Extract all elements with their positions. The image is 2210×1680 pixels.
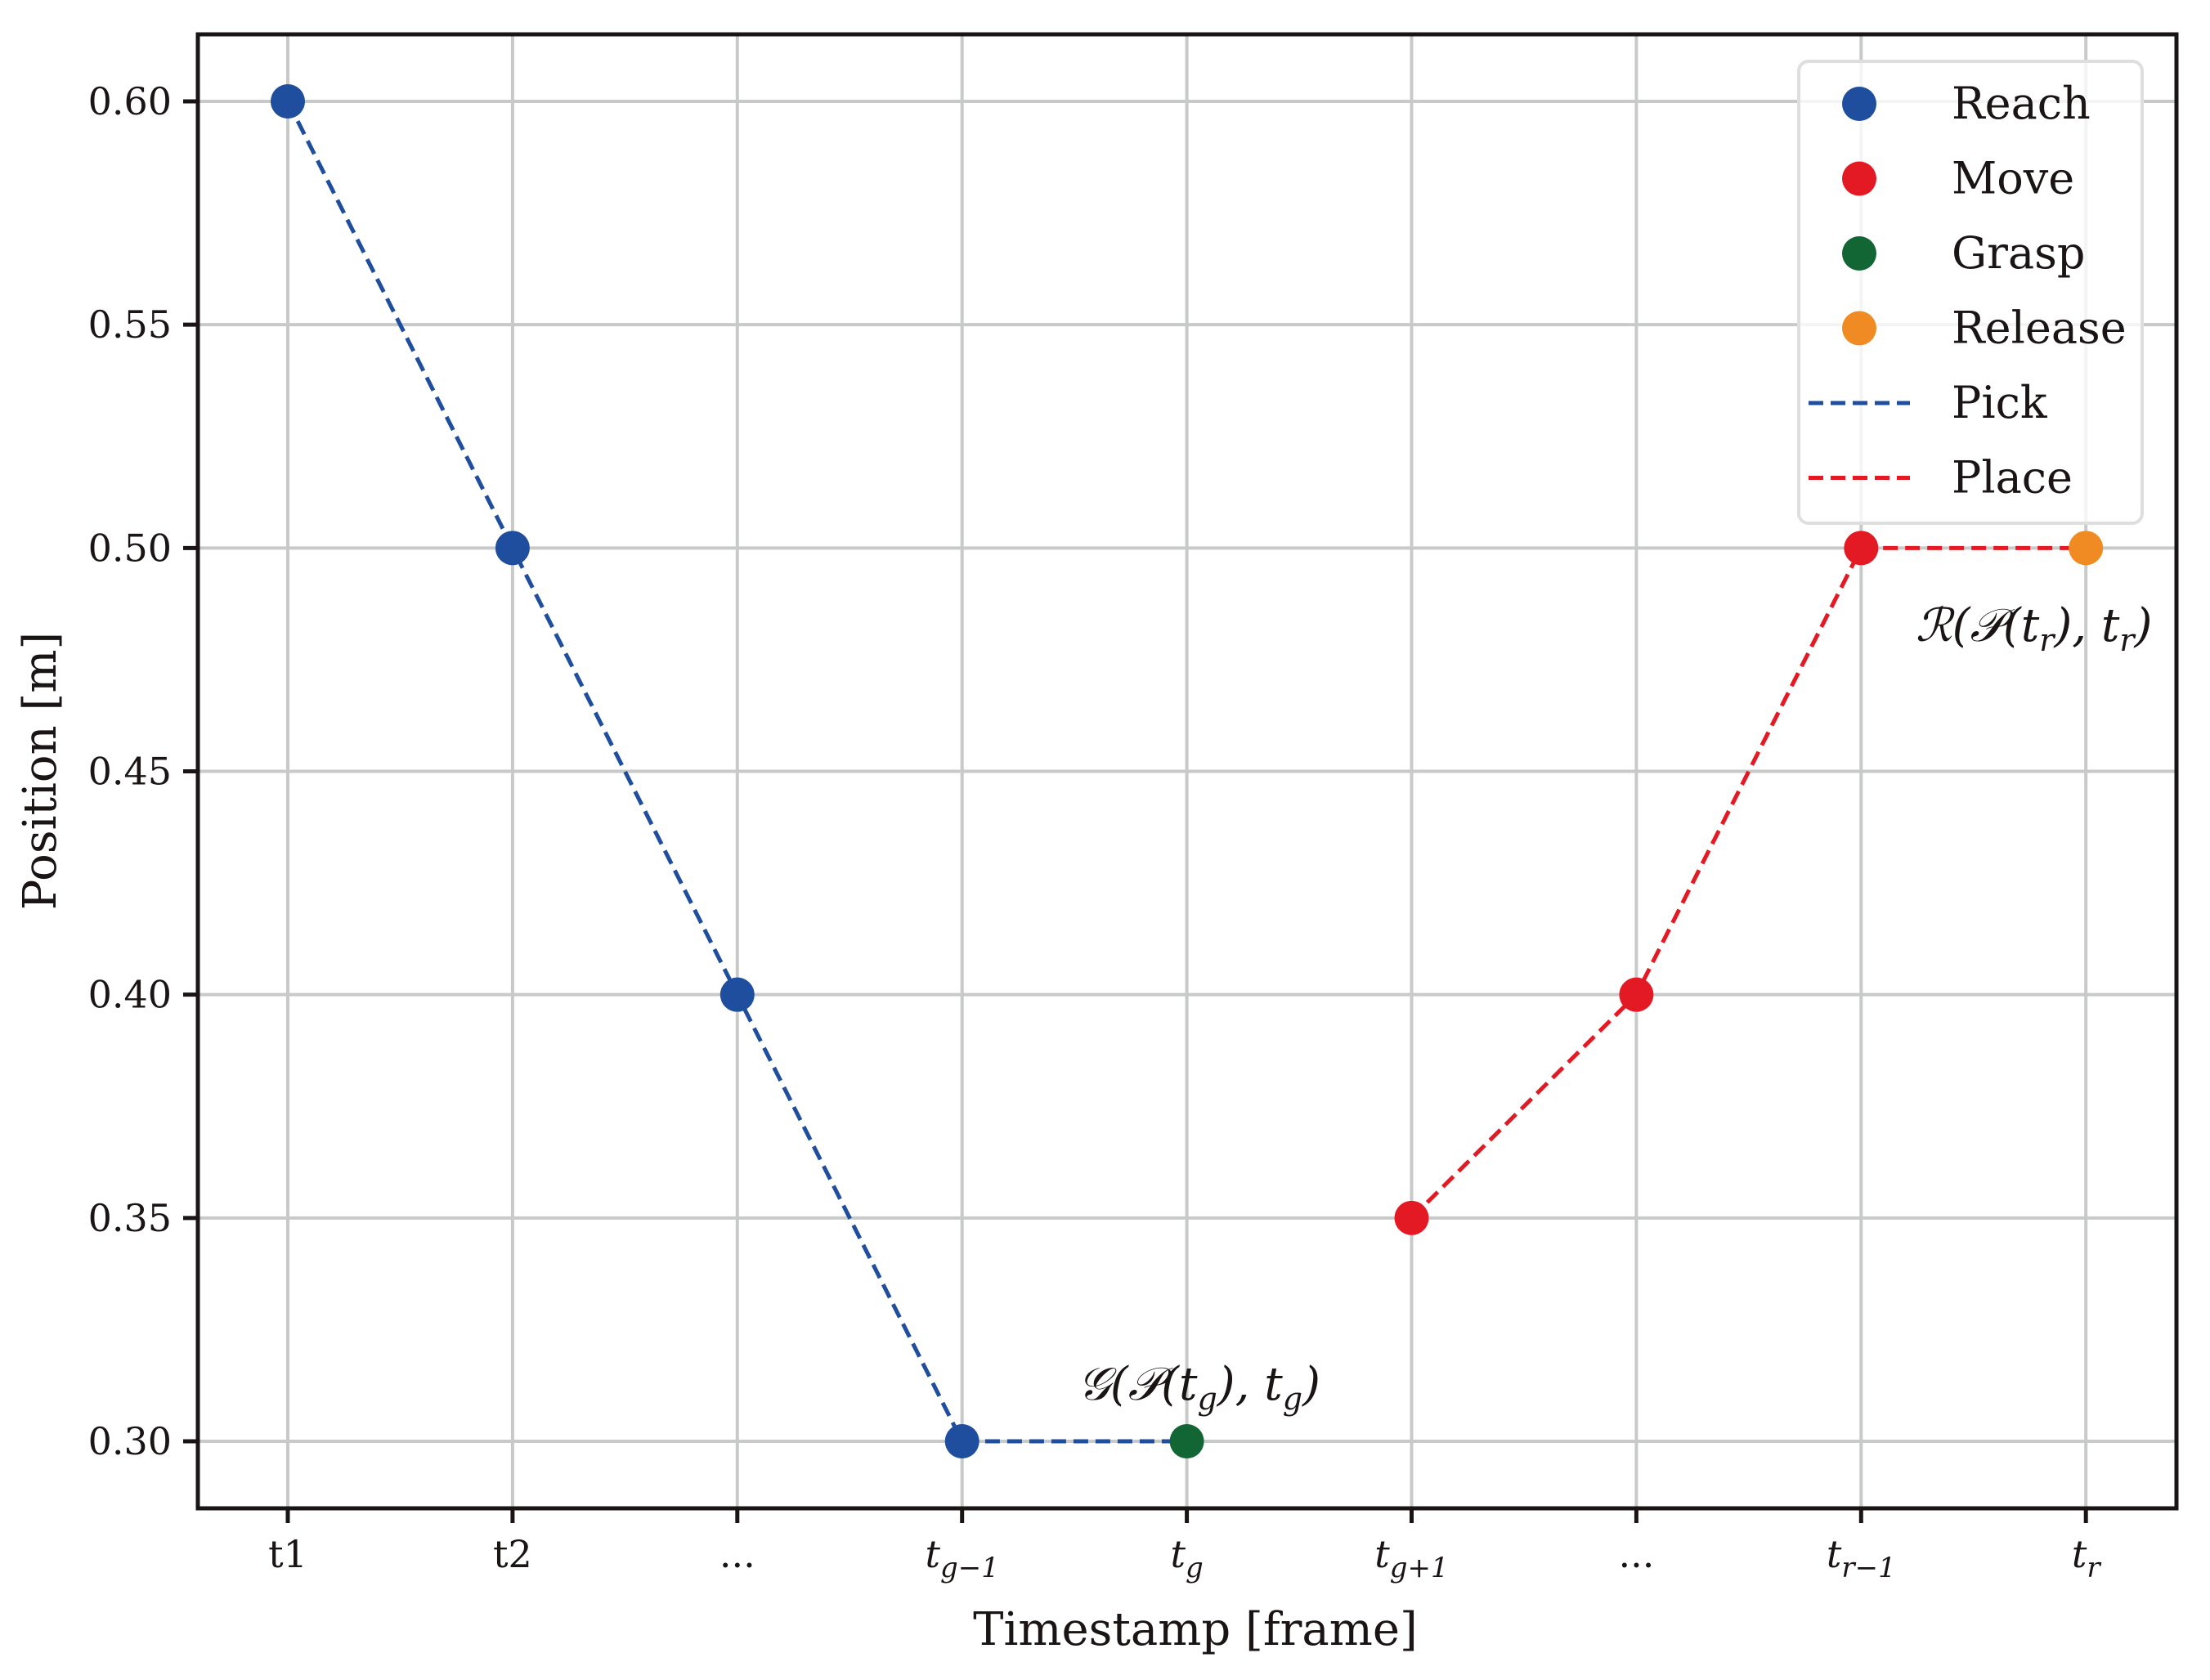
x-tick-label: tr−1 xyxy=(1827,1532,1896,1584)
annotations: 𝒢(𝒫(tg), tg) ℛ(𝒫(tr), tr) xyxy=(1078,599,2152,1417)
x-tick-label: t2 xyxy=(493,1532,532,1576)
y-tick-label: 0.50 xyxy=(88,526,172,570)
marker-reach xyxy=(495,531,530,566)
marker-move xyxy=(1619,977,1654,1012)
legend-label-reach: Reach xyxy=(1952,78,2091,129)
legend-label-move: Move xyxy=(1952,153,2074,204)
grid-lines xyxy=(198,34,2176,1508)
y-tick-label: 0.55 xyxy=(88,302,172,347)
legend-label-pick: Pick xyxy=(1952,377,2048,428)
legend-marker-reach xyxy=(1842,87,1876,121)
x-tick-label: ... xyxy=(719,1532,755,1576)
x-tick-label: ... xyxy=(1618,1532,1654,1576)
x-tick-label: t1 xyxy=(268,1532,307,1576)
marker-reach xyxy=(719,977,755,1012)
marker-move xyxy=(1844,531,1879,566)
annotation-label: 𝒢(𝒫(tg), tg) xyxy=(1078,1358,1320,1417)
legend: Reach Move Grasp Release Pick Place xyxy=(1797,60,2144,525)
x-axis-ticks: t1 t2... tg−1 tg tg+1... tr−1 tr xyxy=(268,1508,2101,1584)
legend-label-grasp: Grasp xyxy=(1952,227,2085,279)
y-axis-label: Position [m] xyxy=(14,632,67,911)
y-tick-label: 0.40 xyxy=(88,973,172,1017)
series-line-place xyxy=(1410,545,2087,1220)
data-markers xyxy=(271,84,2104,1458)
x-tick-label: tg+1 xyxy=(1374,1532,1448,1584)
x-axis-label: Timestamp [frame] xyxy=(973,1603,1418,1656)
y-tick-label: 0.45 xyxy=(88,750,172,794)
legend-marker-release xyxy=(1842,311,1876,346)
marker-reach xyxy=(944,1424,979,1458)
x-tick-label: tg−1 xyxy=(926,1532,999,1584)
legend-marker-grasp xyxy=(1842,236,1876,271)
legend-label-place: Place xyxy=(1952,452,2073,504)
marker-move xyxy=(1394,1200,1429,1235)
legend-label-release: Release xyxy=(1952,302,2127,354)
y-tick-label: 0.30 xyxy=(88,1419,172,1463)
x-tick-label: tg xyxy=(1170,1532,1203,1584)
y-axis-ticks: 0.30 0.35 0.40 0.45 0.50 0.55 0.60 xyxy=(88,79,198,1463)
legend-box xyxy=(1797,60,2144,525)
marker-grasp xyxy=(1169,1424,1204,1458)
marker-release xyxy=(2069,531,2104,566)
y-tick-label: 0.60 xyxy=(88,79,172,123)
y-tick-label: 0.35 xyxy=(88,1196,172,1240)
annotation-label: ℛ(𝒫(tr), tr) xyxy=(1916,599,2152,658)
x-tick-label: tr xyxy=(2072,1532,2102,1584)
legend-marker-move xyxy=(1842,161,1876,196)
marker-reach xyxy=(271,84,305,119)
